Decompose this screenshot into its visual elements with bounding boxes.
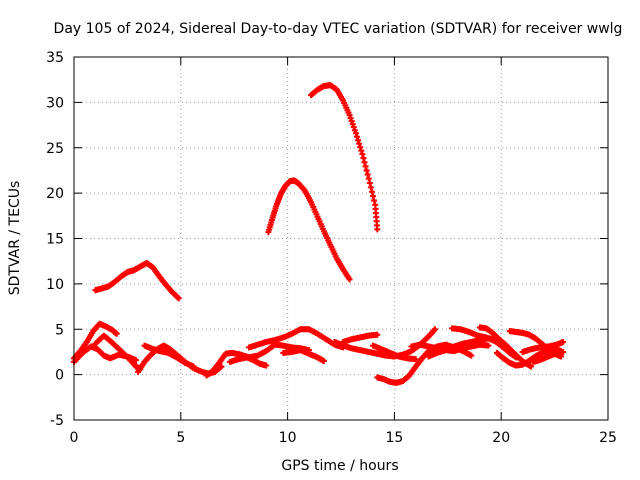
axis-ticks [73, 56, 609, 421]
data-point [355, 137, 362, 144]
data-point [347, 115, 354, 122]
data-point [485, 342, 492, 349]
y-tick-labels: -5 0 5 10 15 20 25 30 35 [46, 50, 64, 429]
x-tick-label: 5 [176, 430, 185, 446]
y-tick-label: 35 [46, 50, 64, 66]
series-arc-x [530, 348, 567, 365]
x-tick-label: 0 [70, 430, 79, 446]
series-arc-j [226, 354, 270, 369]
x-tick-label: 25 [599, 430, 617, 446]
x-tick-labels: 0 5 10 15 20 25 [70, 430, 617, 446]
data-point [357, 144, 364, 151]
data-point [352, 130, 359, 137]
series-arc-w [519, 338, 567, 355]
data-point [363, 167, 370, 174]
series-arc-u [493, 346, 565, 369]
data-point [365, 175, 372, 182]
data-point [346, 276, 353, 283]
data-point [528, 363, 535, 370]
y-tick-label: 25 [46, 141, 64, 157]
y-tick-label: 20 [46, 186, 64, 202]
x-tick-label: 10 [279, 430, 297, 446]
data-point [348, 118, 355, 125]
data-point [263, 362, 270, 369]
data-point [468, 352, 475, 359]
data-point [320, 358, 327, 365]
series-arc-t [476, 324, 535, 370]
y-tick-label: 15 [46, 232, 64, 248]
data-point [350, 124, 357, 131]
series-arc-n [340, 331, 381, 345]
y-tick-label: 10 [46, 277, 64, 293]
chart-title: Day 105 of 2024, Sidereal Day-to-day VTE… [54, 21, 623, 37]
data-point [412, 356, 419, 363]
x-tick-label: 20 [492, 430, 510, 446]
data-point [113, 330, 120, 337]
grid [74, 57, 608, 420]
data-point [354, 133, 361, 140]
series-arc-h [141, 342, 197, 370]
data-point [132, 357, 139, 364]
x-axis-label: GPS time / hours [281, 458, 398, 474]
data-point [346, 112, 353, 119]
data-point [362, 163, 369, 170]
data-point [367, 184, 374, 191]
data-point [351, 127, 358, 134]
data-point [359, 151, 366, 158]
data-point [368, 188, 375, 195]
y-tick-label: -5 [50, 413, 64, 429]
data-points [71, 82, 567, 386]
data-point [349, 121, 356, 128]
y-tick-label: 5 [55, 322, 64, 338]
series-arc-k [246, 326, 347, 351]
data-point [431, 326, 438, 333]
data-point [175, 295, 182, 302]
y-tick-label: 30 [46, 95, 64, 111]
series-arc-a [92, 260, 182, 302]
data-point [366, 179, 373, 186]
data-point [374, 226, 381, 233]
series-arc-i [203, 341, 312, 379]
data-point [361, 159, 368, 166]
x-tick-label: 15 [385, 430, 403, 446]
y-axis-label: SDTVAR / TECUs [7, 181, 23, 296]
data-point [360, 155, 367, 162]
data-point [356, 140, 363, 147]
data-point [371, 197, 378, 204]
data-point [190, 363, 197, 370]
data-point [370, 193, 377, 200]
series-arc-b [265, 177, 353, 283]
data-point [364, 171, 371, 178]
series-arc-c [308, 82, 381, 233]
data-point [560, 348, 567, 355]
y-tick-label: 0 [55, 368, 64, 384]
series-arc-l [280, 347, 327, 365]
data-point [358, 147, 365, 154]
data-point [560, 338, 567, 345]
data-point [374, 331, 381, 338]
series-arc-o [370, 342, 419, 363]
